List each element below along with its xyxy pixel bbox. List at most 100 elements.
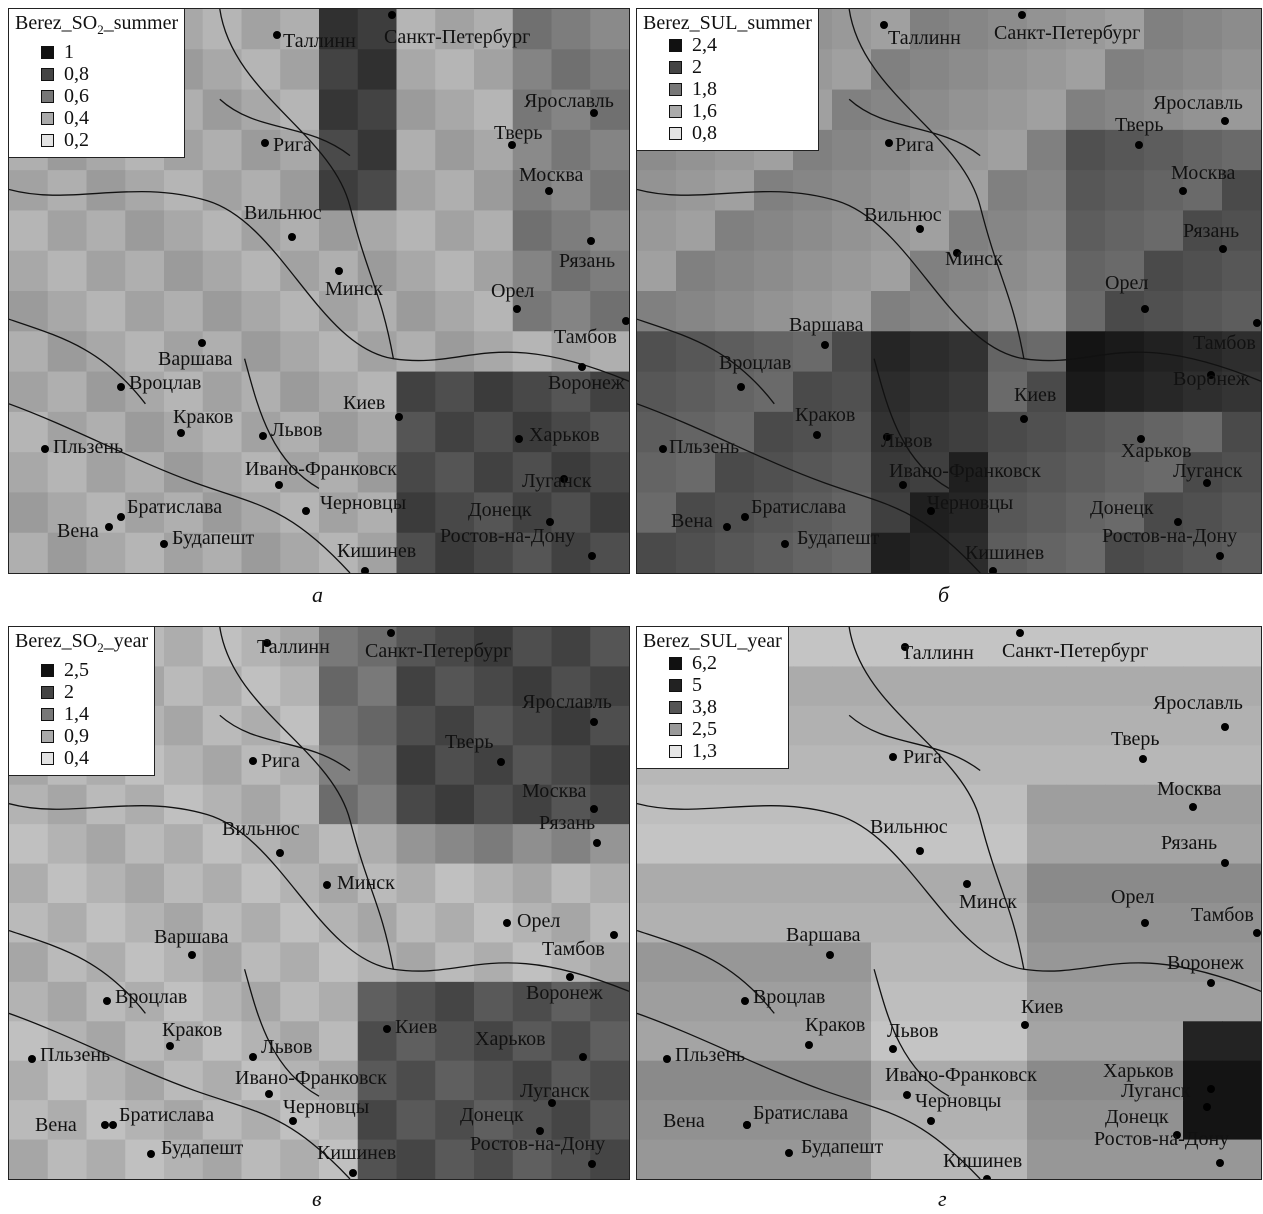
grid-cell (435, 9, 475, 50)
city-label: Харьков (1103, 1060, 1174, 1082)
grid-cell (1183, 210, 1223, 252)
grid-cell (590, 1139, 629, 1179)
grid-cell (164, 784, 204, 825)
grid-cell (715, 371, 755, 413)
grid-cell (910, 705, 950, 746)
grid-cell (637, 492, 677, 534)
grid-cell (241, 981, 281, 1022)
grid-cell (1144, 250, 1184, 292)
city-dot (593, 839, 601, 847)
grid-cell (871, 170, 911, 212)
legend-item: 0,9 (41, 725, 148, 747)
legend-swatch (41, 707, 54, 721)
grid-cell (280, 250, 320, 292)
city-dot (916, 847, 924, 855)
grid-cell (125, 903, 165, 944)
grid-cell (1222, 89, 1261, 131)
grid-cell (1027, 411, 1067, 453)
city-label: Тверь (1111, 728, 1160, 750)
grid-cell (202, 492, 243, 534)
city-label: Братислава (751, 496, 847, 518)
grid-cell (949, 210, 989, 252)
city-dot (273, 31, 281, 39)
grid-cell (1105, 210, 1145, 252)
grid-cell (676, 291, 716, 332)
grid-cell (164, 331, 204, 373)
city-label: Тамбов (1193, 332, 1256, 354)
grid-cell (832, 210, 872, 252)
legend-title-subscript: 2 (97, 640, 104, 655)
grid-cell (832, 745, 872, 786)
legend-swatch (41, 729, 54, 743)
grid-cell (1183, 89, 1223, 131)
grid-cell (241, 705, 281, 746)
grid-cell (676, 1021, 716, 1062)
grid-cell (676, 981, 716, 1022)
grid-cell (1027, 9, 1067, 50)
grid-cell (357, 1021, 398, 1062)
grid-cell (1183, 903, 1223, 944)
country-border (848, 9, 1025, 359)
city-label: Донецк (468, 499, 532, 521)
grid-cell (280, 705, 320, 746)
city-dot (101, 1121, 109, 1129)
grid-cell (319, 492, 359, 534)
grid-cell (590, 863, 629, 904)
city-dot (927, 507, 935, 515)
grid-cell (754, 492, 794, 534)
grid-cell (202, 784, 243, 825)
grid-cell (1222, 981, 1261, 1022)
grid-cell (988, 129, 1028, 171)
city-label: Рига (895, 134, 934, 156)
grid-cell (280, 1021, 320, 1062)
grid-cell (754, 1021, 794, 1062)
grid-cell (1183, 291, 1223, 332)
grid-cell (319, 331, 359, 373)
city-label: Ростов-на-Дону (470, 1133, 606, 1155)
legend-title-text: Berez_SO (15, 12, 98, 34)
city-label: Киев (395, 1016, 438, 1038)
city-dot (588, 1160, 596, 1168)
grid-cell (1066, 532, 1106, 573)
grid-cell (125, 532, 165, 573)
city-label: Краков (795, 404, 856, 426)
grid-cell (1105, 9, 1145, 50)
grid-cell (832, 705, 872, 746)
city-label: Вильнюс (864, 204, 942, 226)
grid-cell (1066, 745, 1106, 786)
grid-cell (590, 452, 629, 494)
grid-cell (1027, 452, 1067, 494)
grid-cell (125, 824, 165, 865)
grid-cell (164, 1100, 204, 1141)
city-label: Орел (491, 280, 535, 302)
city-label: Львов (271, 419, 323, 441)
city-label: Вроцлав (129, 372, 202, 394)
city-dot (160, 540, 168, 548)
grid-cell (435, 942, 475, 983)
grid-cell (280, 371, 320, 413)
grid-cell (1222, 1139, 1261, 1179)
legend-item: 3,8 (669, 696, 782, 718)
grid-cell (357, 49, 398, 91)
grid-cell (1222, 170, 1261, 212)
grid-cell (435, 784, 475, 825)
grid-cell (1027, 532, 1067, 573)
legend-value: 2,5 (64, 658, 89, 681)
city-label: Львов (261, 1036, 313, 1058)
city-dot (663, 1055, 671, 1063)
city-dot (813, 431, 821, 439)
grid-cell (910, 1060, 950, 1101)
city-label: Пльзень (669, 436, 740, 458)
grid-cell (1105, 170, 1145, 212)
grid-cell (988, 942, 1028, 983)
grid-cell (357, 291, 398, 332)
grid-cell (1144, 824, 1184, 865)
grid-cell (164, 745, 204, 786)
city-dot (1203, 1103, 1211, 1111)
grid-cell (1027, 250, 1067, 292)
city-dot (578, 363, 586, 371)
grid-cell (357, 170, 398, 212)
legend-item: 2 (669, 56, 812, 78)
city-dot (1221, 859, 1229, 867)
grid-cell (590, 1060, 629, 1101)
